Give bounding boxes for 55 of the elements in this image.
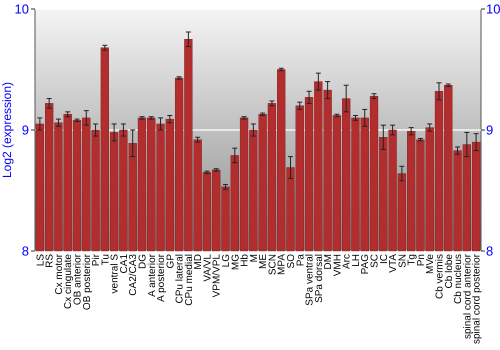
x-tick-label: CPu medial <box>184 254 195 306</box>
x-tick-label: VTA <box>388 254 400 273</box>
x-tick-label: VPM/VPL <box>212 254 223 298</box>
x-tick-label: Cb nucleus <box>453 254 464 304</box>
x-tick-label: Cb lobe <box>444 254 455 288</box>
x-tick-label: Cx cingulate <box>63 254 74 310</box>
x-tick-label: LH <box>350 254 362 267</box>
x-tick-label: OB posterior <box>82 253 93 310</box>
x-tick-label: ME <box>258 254 270 269</box>
y-tick-label: 9 <box>22 122 29 138</box>
x-tick-label: A anterior <box>146 253 158 297</box>
x-tick-label: spinal cord anterior <box>462 253 474 340</box>
x-tick-label: GP <box>165 254 176 268</box>
x-tick-label: ventral S <box>110 254 121 294</box>
y-axis-title: Log2 (expression) <box>0 82 14 178</box>
x-tick-label: CA2/CA3 <box>128 254 140 296</box>
x-tick-label: Tu <box>100 254 112 266</box>
x-tick-label: IC <box>378 254 390 264</box>
x-tick-label: Pir <box>91 253 102 266</box>
x-tick-label: VA/VL <box>202 254 214 282</box>
y2-tick-label: 8 <box>486 244 494 259</box>
x-tick-label: LG <box>221 254 232 268</box>
x-tick-label: MPA <box>276 254 288 275</box>
x-tick-label: PAG <box>360 254 372 274</box>
x-tick-label: DM <box>323 254 334 270</box>
y-tick-label: 8 <box>22 244 29 259</box>
x-tick-label: A posterior <box>156 253 168 302</box>
x-tick-label: Pa <box>295 254 306 266</box>
x-tick-label: LS <box>35 254 46 266</box>
x-tick-label: M <box>248 254 260 262</box>
x-tick-label: Arc <box>342 254 353 269</box>
x-tick-label: SCN <box>267 254 278 276</box>
x-tick-label: Cb vermis <box>434 254 446 300</box>
x-tick-label: spinal cord posterior <box>472 253 483 344</box>
x-tick-label: SN <box>397 254 408 268</box>
y2-tick-label: 9 <box>486 122 494 138</box>
x-tick-label: RS <box>44 254 56 268</box>
y2-tick-label: 10 <box>486 2 500 17</box>
x-tick-label: SPa ventral <box>304 254 316 306</box>
x-tick-label: MG <box>230 254 242 270</box>
x-tick-label: Hb <box>240 254 251 267</box>
x-tick-label: DG <box>137 254 148 269</box>
x-tick-label: Cx motor <box>54 253 65 295</box>
x-tick-label: MD <box>193 254 204 270</box>
x-tick-label: Tg <box>406 254 418 266</box>
x-tick-label: SO <box>286 254 297 268</box>
x-tick-label: SC <box>370 254 381 268</box>
x-tick-label: OB anterior <box>72 253 84 306</box>
y-tick-label: 10 <box>14 2 29 17</box>
x-tick-label: CA1 <box>118 254 130 274</box>
x-tick-label: MVe <box>425 254 436 274</box>
x-tick-label: CPu lateral <box>174 254 186 304</box>
x-tick-label: SPa dorsal <box>314 254 325 303</box>
x-tick-label: VMH <box>332 254 344 276</box>
x-tick-label: Pn <box>416 254 427 266</box>
